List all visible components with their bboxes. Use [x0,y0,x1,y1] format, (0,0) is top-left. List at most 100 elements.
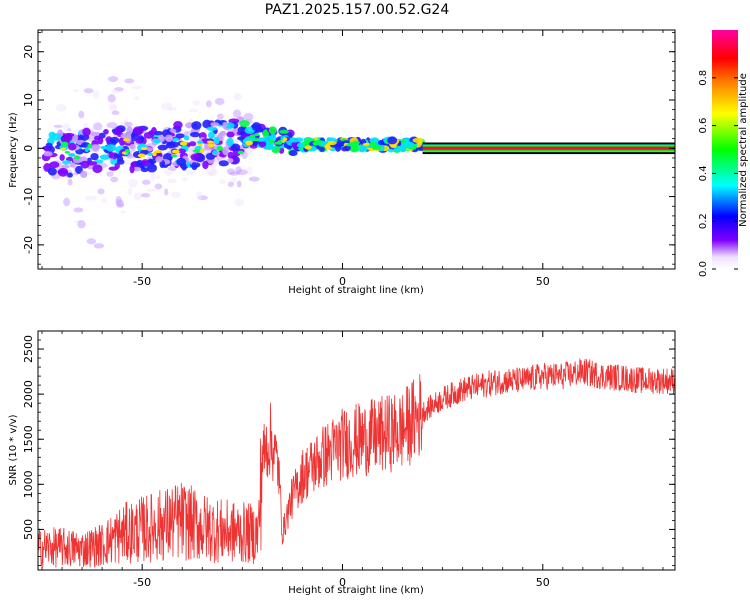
spectrogram-cell [93,243,105,249]
spectrogram-cell [206,126,218,131]
spectrogram-cell [404,141,415,148]
spectrogram-cell [227,158,234,164]
spectrogram-cell [86,238,97,245]
spectrogram-cell [106,122,118,129]
spectrogram-cell [129,164,135,174]
spectrogram-cell [94,135,101,141]
spectrogram-cell [314,139,323,144]
spectrogram-cell [190,153,201,161]
spectrogram-cell [92,90,100,99]
spectrogram-cell [231,177,237,183]
spectrogram-cell [164,168,173,176]
spectrogram-cell [115,196,122,205]
spectrogram-cell [179,141,188,146]
spectrogram-cell [59,154,65,162]
spectrogram-cell [234,198,244,207]
spectrogram-cell [67,172,73,178]
spectrogram-frame [37,29,676,270]
snr-y-tick-label: 1000 [22,470,35,498]
spectrogram-cell [183,135,190,141]
spectrogram-cell [155,156,163,163]
spectrogram-cell [108,151,114,159]
colorbar-tick-label: 0.8 [698,70,709,86]
spectrogram-cell [172,137,180,142]
spectrogram-cell [106,171,114,177]
snr-y-tick-label: 1500 [22,425,35,453]
spectrogram-x-tick-label: 0 [339,275,346,288]
spectrogram-cell [165,134,173,142]
spectrogram-cell [64,151,71,154]
spectrogram-cell [216,113,224,120]
spectrogram-cell [326,140,337,146]
spectrogram-cell [80,170,88,179]
spectrogram-cell [225,122,235,129]
colorbar: 0.0 0.2 0.4 0.6 0.8 Normalized spectral ampl… [698,30,749,277]
spectrogram-cell [141,159,150,167]
snr-y-tick-label: 2000 [22,380,35,408]
spectrogram-cell [282,137,288,141]
spectrogram-cell [67,178,73,186]
spectrogram-cell [202,119,212,129]
spectrogram-cell [99,154,110,160]
spectrogram-cell [128,178,138,188]
spectrogram-cell [289,138,301,143]
spectrogram-cell [90,152,99,161]
spectrogram-cell [93,122,103,131]
colorbar-tick-label: 0.4 [698,165,709,181]
spectrogram-cell [227,181,234,188]
spectrogram-cell [218,160,229,167]
spectrogram-cell [67,142,77,151]
spectrogram-heatmap [41,76,675,249]
spectrogram-cell [366,144,372,148]
snr-x-axis-label: Height of straight line (km) [288,585,424,596]
spectrogram-cell [362,143,370,146]
spectrogram-cell [140,192,151,198]
spectrogram-cell [134,96,140,101]
spectrogram-cell [185,169,196,176]
spectrogram-cell [92,144,98,152]
spectrogram-cell [86,161,98,166]
spectrogram-cell [181,177,188,182]
spectrogram-cell [100,145,108,150]
spectrogram-cell [188,141,197,147]
spectrogram-cell [132,126,144,135]
spectrogram-cell [78,110,85,119]
spectrogram-cell [62,123,70,132]
spectrogram-cell [218,179,226,185]
spectrogram-cell [258,137,266,142]
spectrogram-cell [129,144,136,149]
spectrogram-y-tick-label: 0 [22,145,35,152]
spectrogram-cell [230,143,241,151]
spectrogram-cell [319,146,325,152]
spectrogram-cell [141,179,151,185]
spectrogram-cell [57,169,68,174]
spectrogram-cell [152,152,157,157]
spectrogram-cell [103,128,109,135]
snr-series-line [38,358,675,568]
spectrogram-cell [236,180,242,188]
spectrogram-cell [92,164,103,174]
spectrogram-cell [111,89,120,94]
spectrogram-cell [173,120,183,129]
colorbar-tick-label: 0.0 [698,261,709,277]
colorbar-label: Normalized spectral amplitude [738,73,749,227]
spectrogram-cell [268,126,277,135]
spectrogram-y-tick-label: -20 [22,236,35,254]
spectrogram-cell [190,131,201,138]
spectrogram-cell [245,140,253,146]
spectrogram-cell [161,102,173,111]
spectrogram-cell [199,148,205,154]
spectrogram-cell [49,161,60,169]
spectrogram-cell [164,188,169,196]
spectrogram-cell [154,149,163,154]
spectrogram-cell [73,88,79,93]
spectrogram-cell [191,121,202,130]
snr-ticks: -50 0 50 500 1000 1500 2000 2500 [22,330,675,589]
spectrogram-cell [266,145,276,150]
spectrogram-cell [212,150,218,155]
spectrogram-cell [222,121,228,127]
spectrogram-cell [140,146,148,151]
spectrogram-cell [97,188,105,195]
spectrogram-panel: -50 0 50 -20 -10 0 10 20 Height of straight lin… [8,29,676,296]
spectrogram-cell [146,188,157,192]
